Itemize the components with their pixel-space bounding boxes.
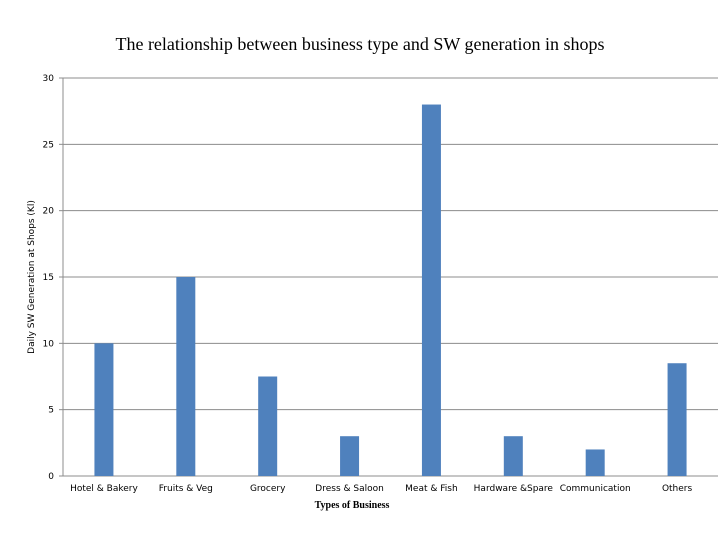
x-tick-label: Grocery [250,484,286,494]
bar-meat-fish [421,104,441,477]
x-tick-label: Communication [560,484,631,494]
x-axis-label: Types of Business [315,500,390,511]
bar-grocery [258,376,278,476]
bar-hardware-spare [503,436,523,476]
x-tick-labels: Hotel & Bakery Fruits & Veg Grocery Dress &… [70,484,692,494]
bar-fruits-veg [176,277,196,476]
x-tick-label: Hotel & Bakery [70,484,138,494]
x-tick-label: Fruits & Veg [159,484,213,494]
gridlines [63,77,718,477]
y-tick-label: 10 [43,339,55,349]
y-tick-label: 15 [43,273,54,283]
bars [94,104,687,477]
y-tick-label: 5 [48,406,54,416]
bar-hotel-bakery [94,343,114,476]
bar-communication [585,449,605,476]
x-tick-label: Others [662,484,693,494]
y-tick-label: 25 [43,140,54,150]
chart-title: The relationship between business type a… [115,34,604,54]
x-tick-label: Meat & Fish [405,484,458,494]
y-tick-label: 30 [43,74,55,84]
bar-others [667,363,687,476]
y-axis-label: Daily SW Generation at Shops (Kl) [27,200,37,354]
axes [59,77,64,477]
y-tick-labels: 0 5 10 15 20 25 30 [43,74,55,482]
y-tick-label: 20 [43,207,55,217]
y-tick-label: 0 [48,472,54,482]
x-tick-label: Dress & Saloon [315,484,384,494]
bar-dress-saloon [340,436,360,476]
x-tick-label: Hardware &Spare [474,484,554,494]
